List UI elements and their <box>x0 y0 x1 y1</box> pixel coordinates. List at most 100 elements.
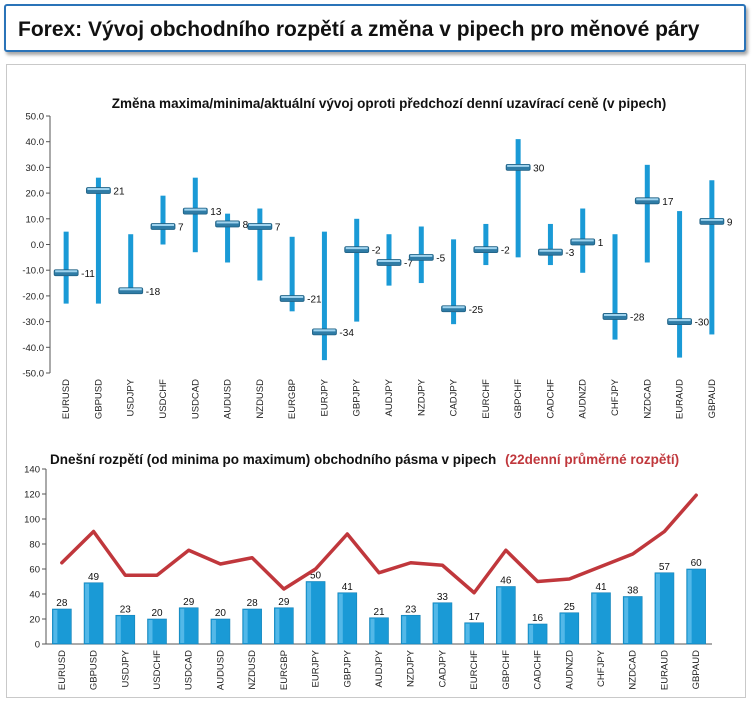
current-marker-highlight <box>345 247 368 250</box>
current-marker-highlight <box>474 247 497 250</box>
range-bar-highlight <box>560 613 565 643</box>
range-bar-highlight <box>243 610 248 643</box>
page-title: Forex: Vývoj obchodního rozpětí a změna … <box>18 18 700 41</box>
range-bar-highlight <box>275 608 280 643</box>
range-bar-highlight <box>402 616 407 643</box>
range-bar-highlight <box>433 603 438 643</box>
current-marker-highlight <box>184 208 207 211</box>
current-value-label: -21 <box>307 294 322 305</box>
current-value-label: -18 <box>146 287 161 298</box>
y-tick-label: 20.0 <box>26 189 45 200</box>
range-bar-highlight <box>85 583 90 643</box>
x-tick-label: CADCHF <box>533 650 544 690</box>
y-tick-label: 120 <box>24 490 40 501</box>
bar-value-label: 29 <box>278 597 290 608</box>
x-tick-label: NZDCAD <box>628 650 639 690</box>
x-tick-label: AUDJPY <box>374 649 385 687</box>
x-tick-label: NZDJPY <box>406 649 417 687</box>
bar-value-label: 60 <box>691 558 703 569</box>
bar-value-label: 50 <box>310 571 322 582</box>
current-marker-highlight <box>571 239 594 242</box>
y-tick-label: 40 <box>29 590 40 601</box>
current-marker-highlight <box>604 313 626 316</box>
range-bar <box>63 231 69 304</box>
x-tick-label: EURJPY <box>311 649 322 687</box>
average-22d-line <box>60 493 698 595</box>
x-tick-label: GBPJPY <box>342 649 353 687</box>
range-bar-highlight <box>592 593 597 643</box>
y-tick-label: 50.0 <box>26 112 45 123</box>
x-tick-label: EURUSD <box>57 650 68 690</box>
current-value-label: -25 <box>469 305 484 316</box>
current-marker-highlight <box>248 224 271 227</box>
bar-value-label: 41 <box>595 582 607 593</box>
x-tick-label: NZDCAD <box>642 379 653 419</box>
x-tick-label: GBPAUD <box>707 379 718 419</box>
current-value-label: -2 <box>372 246 381 257</box>
range-bar-highlight <box>655 573 660 643</box>
range-bar-highlight <box>687 570 692 643</box>
current-value-label: 17 <box>662 197 674 208</box>
range-bar-highlight <box>53 610 58 643</box>
x-tick-label: NZDUSD <box>247 650 258 690</box>
current-marker-highlight <box>700 218 723 221</box>
x-tick-label: AUDUSD <box>223 379 234 419</box>
y-tick-label: 10.0 <box>26 214 45 225</box>
range-bar <box>257 208 263 281</box>
current-marker-highlight <box>410 254 433 257</box>
x-tick-label: GBPCHF <box>501 650 512 690</box>
y-tick-label: -50.0 <box>22 369 44 380</box>
x-tick-label: AUDUSD <box>215 650 226 690</box>
current-value-label: -2 <box>501 246 510 257</box>
bar-value-label: 28 <box>247 598 259 609</box>
current-value-label: -7 <box>404 258 413 269</box>
range-bar-highlight <box>497 587 502 643</box>
bar-value-label: 23 <box>120 604 132 615</box>
bar-value-label: 38 <box>627 586 639 597</box>
x-tick-label: NZDUSD <box>255 379 266 419</box>
range-bar-highlight <box>211 620 216 643</box>
range-bar <box>515 139 521 258</box>
y-tick-label: -20.0 <box>22 291 44 302</box>
range-bar <box>289 236 295 312</box>
range-bar-highlight <box>148 620 153 643</box>
current-marker-highlight <box>119 288 142 291</box>
bar-value-label: 23 <box>405 604 417 615</box>
current-value-label: 30 <box>533 163 545 174</box>
x-tick-label: USDJPY <box>126 378 137 416</box>
y-tick-label: 100 <box>24 515 40 526</box>
current-marker-highlight <box>87 188 110 191</box>
bar-value-label: 16 <box>532 613 544 624</box>
bar-value-label: 28 <box>56 598 68 609</box>
range-bar-highlight <box>529 625 534 643</box>
range-bar-highlight <box>116 616 121 643</box>
current-value-label: 9 <box>727 217 733 228</box>
current-value-label: 1 <box>598 238 604 249</box>
current-value-label: 7 <box>275 223 281 234</box>
current-value-label: -11 <box>81 269 95 280</box>
x-tick-label: USDJPY <box>120 649 131 687</box>
current-value-label: 13 <box>210 207 222 218</box>
x-tick-label: GBPUSD <box>93 379 104 419</box>
bar-value-label: 46 <box>500 576 512 587</box>
current-marker-highlight <box>539 249 562 252</box>
range-bar <box>451 239 457 325</box>
bar-value-label: 29 <box>183 597 195 608</box>
x-tick-label: CADJPY <box>437 649 448 687</box>
range-bar <box>709 180 715 335</box>
x-tick-label: EURAUD <box>675 379 686 419</box>
x-tick-label: CADCHF <box>545 379 556 419</box>
range-bar <box>612 234 618 340</box>
bar-value-label: 49 <box>88 572 100 583</box>
y-tick-label: 140 <box>24 465 40 476</box>
bar-value-label: 20 <box>151 608 163 619</box>
range-bar <box>160 195 166 245</box>
x-tick-label: CHFJPY <box>610 378 621 416</box>
x-tick-label: GBPAUD <box>691 650 702 690</box>
y-tick-label: 0.0 <box>31 240 44 251</box>
range-bar-highlight <box>370 618 375 643</box>
range-bar <box>321 231 327 361</box>
x-tick-label: USDCHF <box>152 650 163 690</box>
current-marker-highlight <box>281 295 304 298</box>
